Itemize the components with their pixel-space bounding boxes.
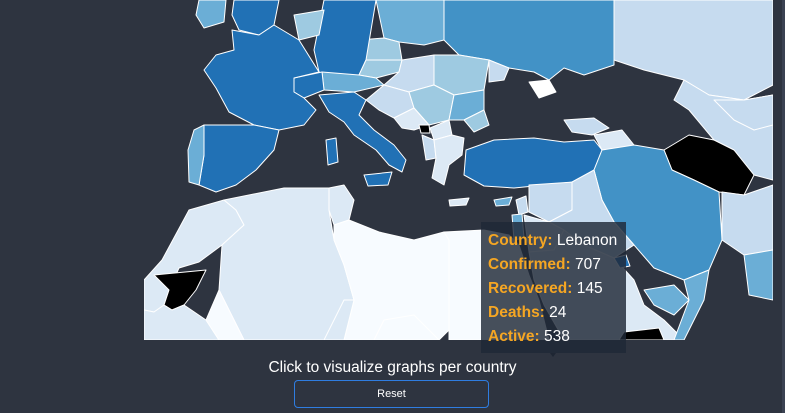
country-sicily[interactable] (363, 171, 393, 187)
country-tunisia[interactable] (328, 184, 355, 226)
country-cyprus[interactable] (493, 196, 513, 207)
tooltip-recovered-row: Recovered: 145 (488, 277, 626, 301)
tooltip-recovered-key: Recovered: (488, 280, 573, 297)
tooltip-active-value: 538 (544, 328, 570, 345)
country-chad[interactable] (373, 314, 440, 340)
country-greece[interactable] (431, 134, 465, 186)
country-crimea[interactable] (528, 79, 557, 99)
country-moldova[interactable] (488, 59, 510, 83)
choropleth-map[interactable] (144, 0, 773, 340)
tooltip-country-value: Lebanon (556, 232, 618, 249)
country-czechia[interactable] (358, 59, 403, 79)
country-luxembourg[interactable] (293, 9, 325, 41)
country-italy[interactable] (318, 91, 407, 173)
tooltip-country-row: Country: Lebanon (488, 229, 626, 253)
tooltip-confirmed-row: Confirmed: 707 (488, 253, 626, 277)
country-oman[interactable] (673, 269, 710, 340)
tooltip-deaths-row: Deaths: 24 (488, 301, 626, 325)
country-france[interactable] (203, 24, 320, 131)
reset-button[interactable]: Reset (294, 380, 489, 408)
country-qatar-uae[interactable] (643, 284, 690, 316)
tooltip-arrow (550, 353, 556, 357)
country-uzbekistan[interactable] (713, 94, 773, 131)
tooltip-recovered-value: 145 (576, 280, 603, 297)
tooltip-confirmed-value: 707 (574, 256, 601, 273)
country-mauritania[interactable] (144, 304, 220, 340)
map-svg[interactable] (144, 0, 773, 340)
country-turkey-europe[interactable] (463, 109, 490, 133)
tooltip-deaths-value: 24 (549, 304, 567, 321)
country-niger[interactable] (323, 299, 355, 340)
tooltip-active-row: Active: 538 (488, 325, 626, 349)
country-spain[interactable] (198, 124, 280, 193)
country-portugal[interactable] (187, 124, 205, 186)
country-tooltip: Country: Lebanon Confirmed: 707 Recovere… (481, 222, 626, 353)
country-montenegro[interactable] (418, 124, 431, 134)
tooltip-confirmed-key: Confirmed: (488, 256, 571, 273)
country-crete[interactable] (448, 197, 470, 207)
country-lebanon[interactable] (515, 195, 529, 216)
country-ukraine[interactable] (443, 0, 615, 81)
tooltip-active-key: Active: (488, 328, 540, 345)
tooltip-country-key: Country: (488, 232, 553, 249)
tooltip-deaths-key: Deaths: (488, 304, 545, 321)
country-sardinia[interactable] (325, 137, 339, 166)
country-pakistan[interactable] (743, 249, 773, 301)
country-afghanistan[interactable] (721, 184, 773, 256)
country-mali[interactable] (205, 289, 245, 340)
map-hint-text: Click to visualize graphs per country (268, 359, 517, 376)
country-georgia[interactable] (563, 117, 610, 136)
page-right-border (782, 0, 785, 413)
country-uk[interactable] (195, 0, 227, 29)
country-russia[interactable] (613, 0, 773, 101)
